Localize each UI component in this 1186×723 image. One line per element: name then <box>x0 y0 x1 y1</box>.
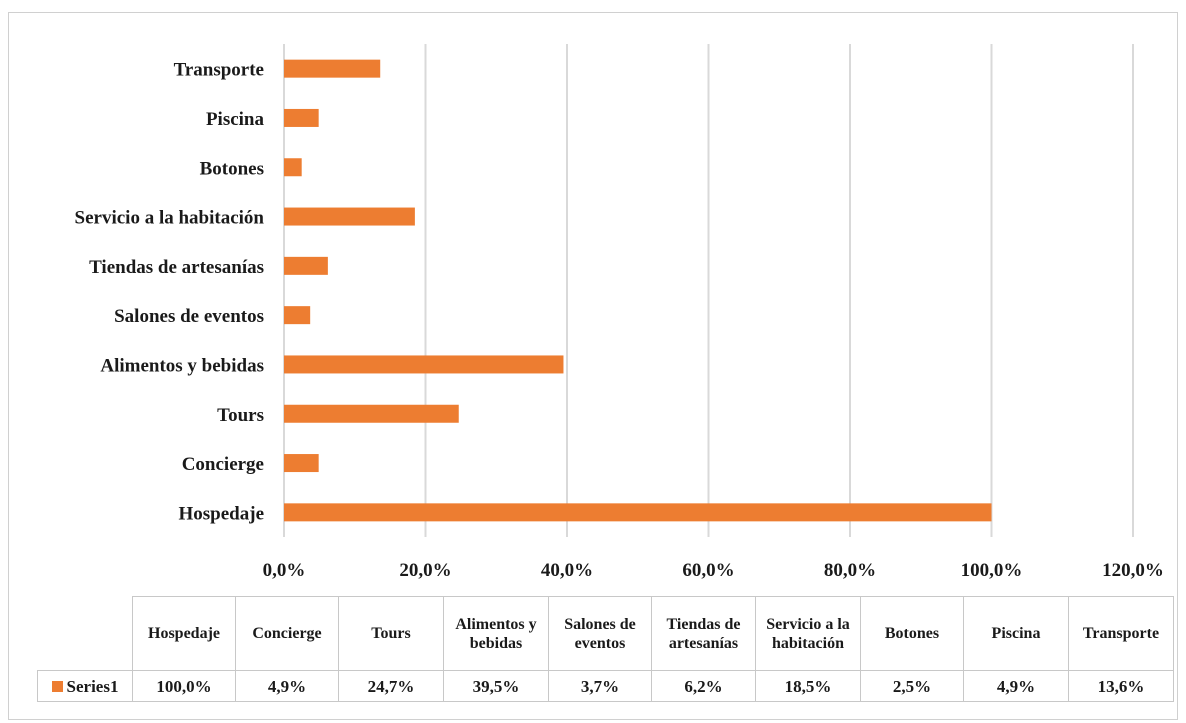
data-table-value: 4,9% <box>235 670 339 702</box>
bars <box>284 59 992 522</box>
x-tick-label: 40,0% <box>541 560 593 581</box>
category-label: Alimentos y bebidas <box>100 355 264 376</box>
bar <box>284 404 459 423</box>
data-table-header: Botones <box>860 596 964 671</box>
bar <box>284 158 302 177</box>
data-table-value: 18,5% <box>755 670 861 702</box>
bar <box>284 256 328 275</box>
data-table-value: 6,2% <box>651 670 756 702</box>
x-tick-label: 60,0% <box>682 560 734 581</box>
data-table-corner <box>37 596 133 671</box>
category-label: Botones <box>200 158 264 179</box>
data-table-value: 24,7% <box>338 670 444 702</box>
bar <box>284 503 992 522</box>
category-label: Tiendas de artesanías <box>89 257 264 278</box>
x-tick-label: 120,0% <box>1102 560 1164 581</box>
x-tick-label: 100,0% <box>961 560 1023 581</box>
data-table-series-label: Series1 <box>37 670 133 702</box>
category-label: Tours <box>217 405 264 426</box>
category-labels: Hospedaje Concierge Tours Alimentos y bebid… <box>75 60 265 525</box>
x-tick-label: 80,0% <box>824 560 876 581</box>
data-table-header: Tiendas de artesanías <box>651 596 756 671</box>
data-table-header: Transporte <box>1068 596 1174 671</box>
bar <box>284 108 319 127</box>
x-tick-label: 0,0% <box>263 560 306 581</box>
x-axis-tick-labels: 0,0% 20,0% 40,0% 60,0% 80,0% 100,0% 120,0% <box>263 560 1164 581</box>
data-table-value: 13,6% <box>1068 670 1174 702</box>
data-table-value: 4,9% <box>963 670 1069 702</box>
bar-chart: Hospedaje Concierge Tours Alimentos y bebid… <box>75 44 1164 581</box>
data-table: Hospedaje Concierge Tours Alimentos y bebid… <box>37 596 1174 702</box>
data-table-value: 2,5% <box>860 670 964 702</box>
bar <box>284 306 311 325</box>
data-table-header: Alimentos y bebidas <box>443 596 549 671</box>
data-table-values-row: Series1 100,0% 4,9% 24,7% 39,5% 3,7% 6,2% 18,5… <box>37 670 1174 702</box>
data-table-value: 100,0% <box>132 670 236 702</box>
legend-key-series1 <box>51 681 63 693</box>
data-table-header: Servicio a la habitación <box>755 596 861 671</box>
bar <box>284 454 319 473</box>
data-table-header: Salones de eventos <box>548 596 652 671</box>
data-table-value: 39,5% <box>443 670 549 702</box>
category-label: Piscina <box>206 109 265 130</box>
category-label: Salones de eventos <box>114 306 264 327</box>
chart-frame <box>8 12 1178 720</box>
category-label: Hospedaje <box>179 503 265 524</box>
data-table-header: Hospedaje <box>132 596 236 671</box>
bar <box>284 355 564 374</box>
data-table-header-row: Hospedaje Concierge Tours Alimentos y bebid… <box>37 596 1174 671</box>
gridlines <box>283 44 1134 537</box>
category-label: Servicio a la habitación <box>75 208 265 229</box>
data-table-value: 3,7% <box>548 670 652 702</box>
data-table-header: Piscina <box>963 596 1069 671</box>
bar <box>284 207 415 226</box>
data-table-header: Tours <box>338 596 444 671</box>
category-label: Transporte <box>174 60 264 81</box>
category-label: Concierge <box>182 454 264 475</box>
bar <box>284 59 381 78</box>
x-tick-label: 20,0% <box>399 560 451 581</box>
data-table-header: Concierge <box>235 596 339 671</box>
series-name: Series1 <box>66 676 119 696</box>
